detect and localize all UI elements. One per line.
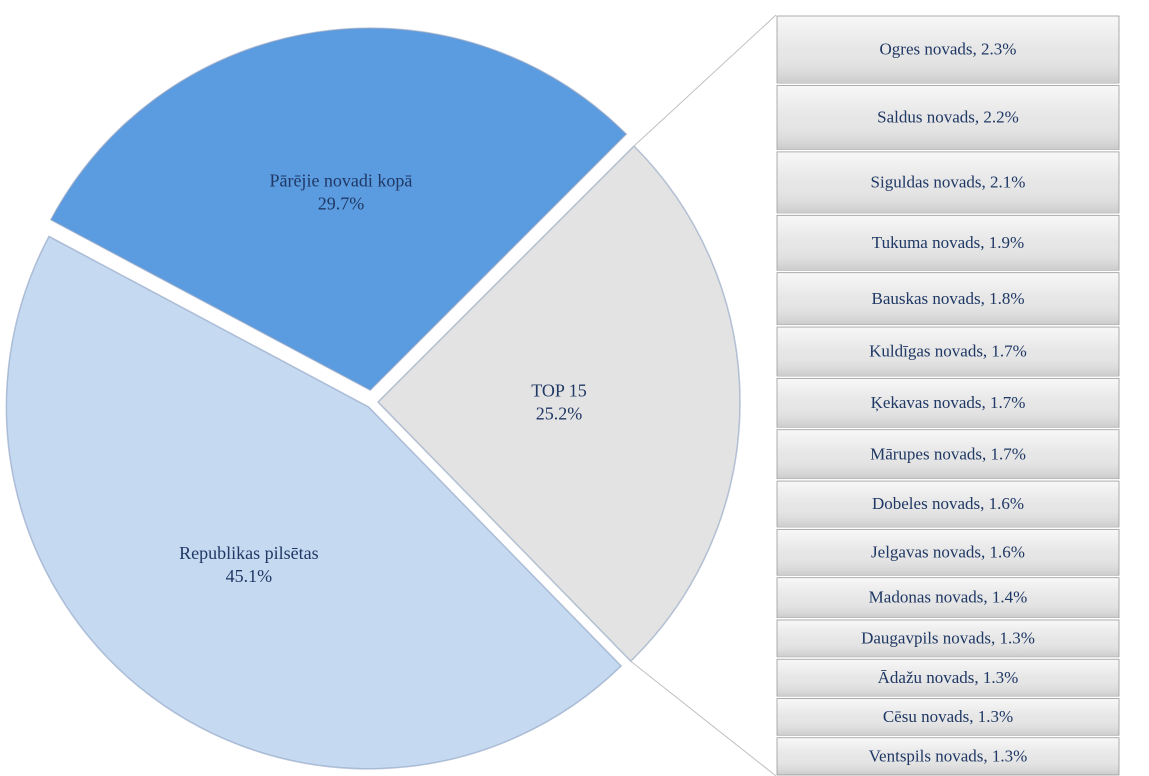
bar-segment-shade	[776, 151, 1120, 214]
slice-value: 25.2%	[536, 403, 583, 423]
slice-label: Pārējie novadi kopā	[269, 170, 412, 190]
bar-segment-shade	[776, 619, 1120, 658]
slice-value: 29.7%	[318, 193, 365, 213]
segment-label: Ogres novads, 2.3%	[880, 40, 1017, 59]
segment-label: Dobeles novads, 1.6%	[872, 494, 1024, 513]
slice-value: 45.1%	[226, 566, 273, 586]
connector-line	[630, 660, 777, 776]
bar-segment-shade	[776, 326, 1120, 377]
segment-label: Bauskas novads, 1.8%	[872, 289, 1025, 308]
segment-label: Jelgavas novads, 1.6%	[871, 542, 1025, 561]
bar-segment-shade	[776, 698, 1120, 737]
bar-segment-shade	[776, 577, 1120, 619]
bar-segment-shade	[776, 272, 1120, 326]
pie-slice	[5, 235, 623, 770]
segment-label: Ādažu novads, 1.3%	[878, 668, 1019, 687]
segment-label: Daugavpils novads, 1.3%	[861, 629, 1035, 648]
pie-slice	[49, 27, 628, 392]
segment-label: Ķekavas novads, 1.7%	[871, 393, 1026, 412]
bar-segment-shade	[776, 377, 1120, 429]
segment-label: Mārupes novads, 1.7%	[870, 444, 1026, 463]
pie-slice	[376, 145, 741, 663]
segment-label: Madonas novads, 1.4%	[869, 588, 1028, 607]
bar-segment-shade	[776, 737, 1120, 776]
bar-segment-shade	[776, 429, 1120, 480]
slice-label: Republikas pilsētas	[179, 543, 318, 563]
bar-segment-shade	[776, 85, 1120, 151]
segment-label: Ventspils novads, 1.3%	[869, 746, 1028, 765]
bar-segment-shade	[776, 15, 1120, 84]
slice-label: TOP 15	[531, 380, 587, 400]
bar-segment-shade	[776, 480, 1120, 528]
bar-segment-shade	[776, 528, 1120, 577]
segment-label: Kuldīgas novads, 1.7%	[869, 342, 1027, 361]
bar-segment-shade	[776, 214, 1120, 272]
segment-label: Siguldas novads, 2.1%	[871, 173, 1026, 192]
segment-label: Tukuma novads, 1.9%	[872, 233, 1024, 252]
bar-segment-shade	[776, 658, 1120, 697]
segment-label: Cēsu novads, 1.3%	[883, 707, 1013, 726]
connector-line	[633, 14, 777, 147]
segment-label: Saldus novads, 2.2%	[877, 108, 1019, 127]
